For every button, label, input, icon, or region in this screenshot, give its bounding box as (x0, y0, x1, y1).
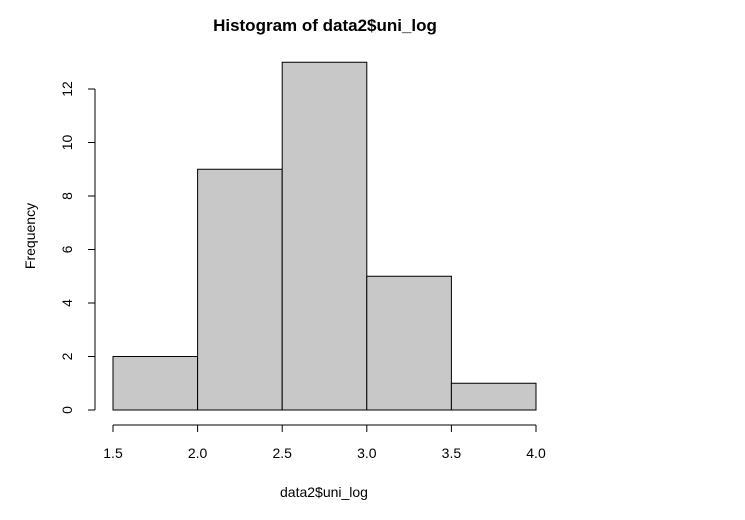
y-axis: 0 2 4 6 8 10 12 (59, 81, 96, 414)
y-tick-label: 6 (59, 245, 75, 253)
histogram-bar-2 (197, 168, 283, 411)
x-tick-label: 2.5 (272, 445, 292, 461)
histogram-bar-4 (366, 275, 452, 411)
x-axis-label: data2$uni_log (280, 484, 368, 500)
histogram-bar-3 (281, 61, 368, 411)
x-tick-label: 2.0 (188, 445, 208, 461)
x-tick-label: 1.5 (103, 445, 123, 461)
y-tick-label: 12 (59, 81, 75, 97)
chart-title: Histogram of data2$uni_log (213, 16, 437, 35)
bars-group (112, 61, 537, 411)
x-tick-label: 4.0 (526, 445, 546, 461)
y-tick-label: 0 (59, 406, 75, 414)
x-tick-label: 3.0 (357, 445, 377, 461)
x-tick-label: 3.5 (442, 445, 462, 461)
y-tick-label: 2 (59, 352, 75, 360)
y-tick-label: 4 (59, 299, 75, 307)
y-axis-label: Frequency (22, 203, 38, 269)
histogram-bar-1 (112, 356, 199, 411)
y-tick-label: 8 (59, 192, 75, 200)
y-tick-label: 10 (59, 135, 75, 151)
histogram-bar-5 (450, 382, 537, 411)
x-axis: 1.5 2.0 2.5 3.0 3.5 4.0 (103, 424, 546, 461)
